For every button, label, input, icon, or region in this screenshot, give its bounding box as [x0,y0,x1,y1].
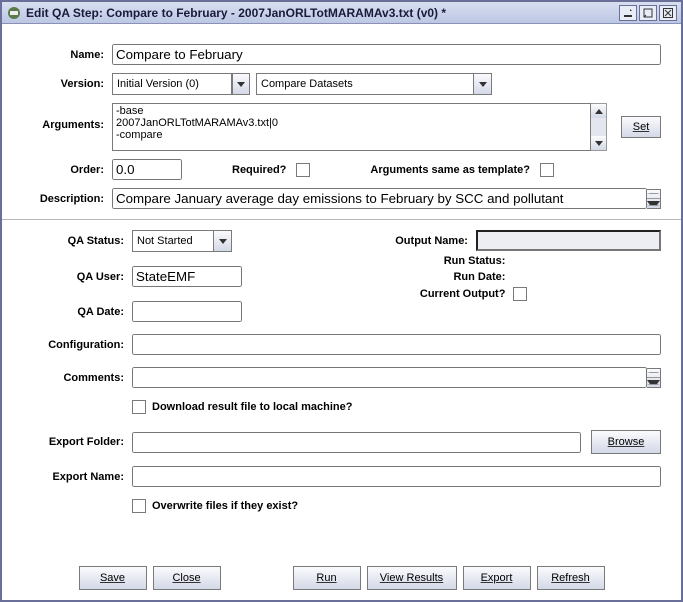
save-button[interactable]: Save [79,566,147,590]
required-checkbox[interactable] [296,163,310,177]
qa-status-select[interactable]: Not Started [132,230,232,252]
configuration-label: Configuration: [22,339,132,351]
qa-status-label: QA Status: [22,235,132,247]
output-name-label: Output Name: [373,235,476,247]
comments-input[interactable] [132,367,647,388]
download-checkbox[interactable] [132,400,146,414]
maximize-icon[interactable] [639,5,657,21]
program-select[interactable]: Compare Datasets [256,73,492,95]
edit-qa-step-window: Edit QA Step: Compare to February - 2007… [0,0,683,602]
comments-spinner[interactable] [647,368,661,388]
view-results-button[interactable]: View Results [367,566,457,590]
export-name-input[interactable] [132,466,661,487]
program-dropdown-icon[interactable] [473,74,491,94]
output-name-field [476,230,661,251]
qa-date-input[interactable] [132,301,242,322]
order-label: Order: [22,164,112,176]
version-select[interactable]: Initial Version (0) [112,73,232,95]
overwrite-checkbox[interactable] [132,499,146,513]
section-divider [2,219,681,220]
description-spinner[interactable] [647,189,661,209]
qa-status-dropdown-icon[interactable] [213,231,231,251]
name-input[interactable] [112,44,661,65]
minimize-icon[interactable] [619,5,637,21]
name-label: Name: [22,49,112,61]
version-dropdown-icon[interactable] [232,73,250,95]
close-icon[interactable] [659,5,677,21]
current-output-label: Current Output? [373,288,513,300]
run-button[interactable]: Run [293,566,361,590]
args-template-checkbox[interactable] [540,163,554,177]
current-output-checkbox[interactable] [513,287,527,301]
version-label: Version: [22,78,112,90]
args-template-label: Arguments same as template? [370,164,530,176]
export-button[interactable]: Export [463,566,531,590]
browse-button[interactable]: Browse [591,430,661,454]
description-label: Description: [22,193,112,205]
scroll-up-icon[interactable] [591,104,606,118]
scroll-down-icon[interactable] [591,136,606,150]
set-button[interactable]: Set [621,116,661,138]
overwrite-label: Overwrite files if they exist? [152,500,298,512]
run-status-label: Run Status: [373,255,513,267]
order-input[interactable] [112,159,182,180]
description-input[interactable] [112,188,647,209]
titlebar: Edit QA Step: Compare to February - 2007… [2,2,681,24]
export-folder-input[interactable] [132,432,581,453]
qa-user-input[interactable] [132,266,242,287]
export-folder-label: Export Folder: [22,436,132,448]
configuration-input[interactable] [132,334,661,355]
close-button[interactable]: Close [153,566,221,590]
download-label: Download result file to local machine? [152,401,352,413]
export-name-label: Export Name: [22,471,132,483]
qa-user-label: QA User: [22,271,132,283]
qa-date-label: QA Date: [22,306,132,318]
button-bar: Save Close Run View Results Export Refre… [22,560,661,594]
arguments-textarea[interactable] [112,103,591,151]
required-label: Required? [232,164,286,176]
window-title: Edit QA Step: Compare to February - 2007… [26,6,619,20]
refresh-button[interactable]: Refresh [537,566,605,590]
run-date-label: Run Date: [373,271,513,283]
arguments-scrollbar[interactable] [591,103,607,151]
app-icon [6,5,22,21]
arguments-label: Arguments: [22,103,112,151]
comments-label: Comments: [22,372,132,384]
